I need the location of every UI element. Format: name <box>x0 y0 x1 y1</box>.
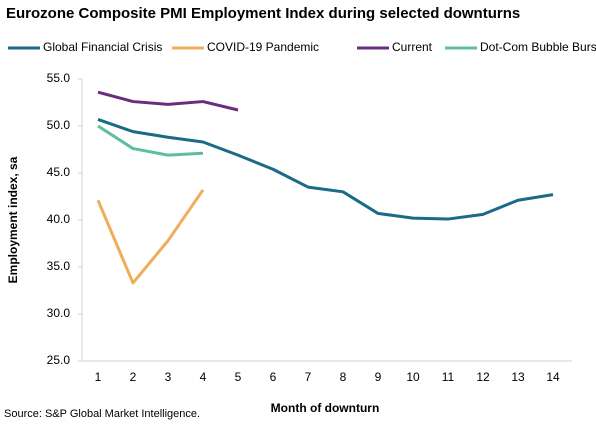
x-tick-label: 14 <box>546 370 560 384</box>
x-tick-label: 6 <box>270 370 277 384</box>
series-line <box>96 189 205 285</box>
y-tick-label: 55.0 <box>47 71 71 85</box>
x-tick-label: 13 <box>511 370 525 384</box>
series-line <box>97 118 554 221</box>
series-line <box>97 124 204 157</box>
x-tick-label: 7 <box>305 370 312 384</box>
legend-label: COVID-19 Pandemic <box>207 40 319 54</box>
x-tick-label: 2 <box>130 370 137 384</box>
x-axis-title: Month of downturn <box>271 401 380 415</box>
y-axis-title: Employment index, sa <box>6 156 20 283</box>
y-tick-label: 35.0 <box>47 259 71 273</box>
x-tick-label: 1 <box>95 370 102 384</box>
x-tick-label: 10 <box>406 370 420 384</box>
source: Source: S&P Global Market Intelligence. <box>4 408 200 420</box>
x-tick-label: 4 <box>200 370 207 384</box>
y-tick-label: 45.0 <box>47 165 71 179</box>
legend-label: Current <box>392 40 433 54</box>
series-line <box>97 90 239 112</box>
x-tick-label: 5 <box>235 370 242 384</box>
legend-label: Global Financial Crisis <box>43 40 162 54</box>
y-tick-label: 50.0 <box>47 118 71 132</box>
y-tick-label: 40.0 <box>47 212 71 226</box>
x-tick-label: 12 <box>476 370 490 384</box>
x-tick-label: 8 <box>340 370 347 384</box>
chart-title: Eurozone Composite PMI Employment Index … <box>6 5 520 22</box>
legend-label: Dot-Com Bubble Burst <box>480 40 596 54</box>
x-tick-label: 9 <box>375 370 382 384</box>
y-tick-label: 30.0 <box>47 306 71 320</box>
y-tick-label: 25.0 <box>47 353 71 367</box>
x-tick-label: 3 <box>165 370 172 384</box>
x-tick-label: 11 <box>442 370 455 384</box>
